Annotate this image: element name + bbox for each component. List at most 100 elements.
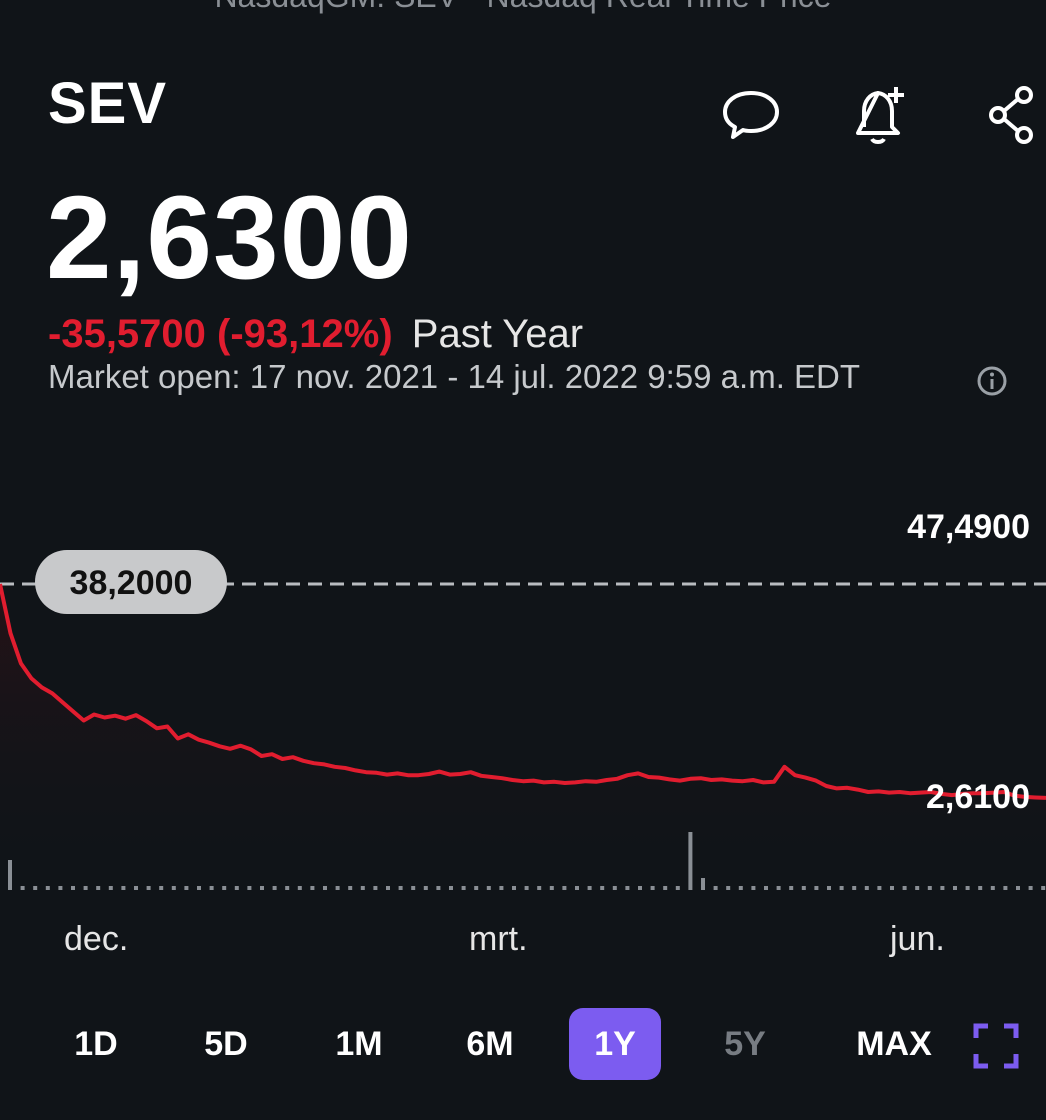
volume-bar xyxy=(675,886,680,890)
volume-bar xyxy=(562,886,567,890)
volume-bar xyxy=(297,886,302,890)
current-price: 2,6300 xyxy=(46,172,413,304)
volume-bar xyxy=(121,886,126,890)
add-alert-icon[interactable] xyxy=(846,80,916,150)
volume-bar xyxy=(222,886,227,890)
range-1m-button[interactable]: 1M xyxy=(335,1024,383,1063)
volume-bar xyxy=(285,886,290,890)
volume-bar xyxy=(335,886,340,890)
volume-bar xyxy=(423,886,428,890)
volume-bar xyxy=(272,886,277,890)
volume-bar xyxy=(726,886,731,890)
volume-bar xyxy=(701,878,705,890)
price-area xyxy=(0,584,1046,888)
volume-bar xyxy=(827,886,831,890)
price-line xyxy=(0,583,1046,800)
range-6m-button[interactable]: 6M xyxy=(466,1024,514,1063)
volume-bar xyxy=(247,886,252,890)
volume-bar xyxy=(688,832,693,890)
volume-bar xyxy=(197,886,201,890)
volume-bar xyxy=(20,886,25,890)
volume-bar xyxy=(927,886,932,890)
volume-bar xyxy=(764,886,768,890)
volume-bar xyxy=(45,886,50,890)
volume-bar xyxy=(184,886,189,890)
fullscreen-icon[interactable] xyxy=(972,1022,1020,1070)
volume-bar xyxy=(134,886,138,890)
range-max-button[interactable]: MAX xyxy=(856,1024,932,1063)
low-label: 2,6100 xyxy=(926,778,1030,816)
volume-bar xyxy=(398,886,403,890)
price-change: -35,5700 (-93,12%) xyxy=(48,312,393,356)
volume-bar xyxy=(789,886,794,890)
volume-bar xyxy=(436,886,441,890)
volume-bar xyxy=(310,886,315,890)
volume-bar xyxy=(512,886,516,890)
price-chart[interactable]: 47,4900 38,2000 2,6100 xyxy=(0,490,1046,900)
volume-bar xyxy=(663,886,668,890)
volume-bar xyxy=(33,886,38,890)
range-selector: 1D 5D 1M 6M 1Y 5Y MAX xyxy=(0,1008,1046,1082)
volume-bar xyxy=(260,886,264,890)
volume-bar xyxy=(449,886,453,890)
change-period: Past Year xyxy=(411,312,584,356)
range-5d-button[interactable]: 5D xyxy=(204,1024,248,1063)
volume-bar xyxy=(953,886,957,890)
volume-bar xyxy=(96,886,101,890)
volume-bar xyxy=(978,886,983,890)
volume-bar xyxy=(587,886,592,890)
range-1y-button[interactable]: 1Y xyxy=(569,1008,661,1080)
volume-bar xyxy=(461,886,466,890)
volume-bar xyxy=(1003,886,1008,890)
range-5y-button[interactable]: 5Y xyxy=(724,1024,766,1063)
volume-bar xyxy=(713,886,718,890)
change-row: -35,5700 (-93,12%) Past Year xyxy=(48,312,583,357)
volume-bar xyxy=(323,886,327,890)
volume-bar xyxy=(839,886,844,890)
x-label-mrt: mrt. xyxy=(469,920,528,958)
volume-bar xyxy=(650,886,655,890)
volume-bar xyxy=(890,886,894,890)
volume-bar xyxy=(738,886,743,890)
volume-bar xyxy=(499,886,504,890)
volume-bar xyxy=(83,886,88,890)
range-1d-button[interactable]: 1D xyxy=(74,1024,118,1063)
volume-bar xyxy=(902,886,907,890)
volume-bar xyxy=(8,860,12,890)
volume-bar xyxy=(612,886,617,890)
volume-bar xyxy=(814,886,819,890)
volume-bar xyxy=(575,886,579,890)
volume-bar xyxy=(1041,886,1046,890)
info-icon[interactable] xyxy=(975,364,1009,398)
start-value-label: 38,2000 xyxy=(70,564,193,602)
x-label-dec: dec. xyxy=(64,920,129,958)
volume-bar xyxy=(209,886,214,890)
volume-bar xyxy=(1016,886,1020,890)
high-label: 47,4900 xyxy=(907,508,1030,546)
volume-bar xyxy=(940,886,945,890)
comment-icon[interactable] xyxy=(716,80,786,150)
volume-bar xyxy=(159,886,164,890)
volume-bars xyxy=(8,832,1046,890)
volume-bar xyxy=(146,886,151,890)
volume-bar xyxy=(625,886,630,890)
volume-bar xyxy=(474,886,479,890)
start-value-badge: 38,2000 xyxy=(35,550,227,614)
volume-bar xyxy=(751,886,756,890)
volume-bar xyxy=(71,886,75,890)
volume-bar xyxy=(965,886,970,890)
volume-bar xyxy=(864,886,869,890)
x-label-jun: jun. xyxy=(890,920,945,958)
volume-bar xyxy=(171,886,176,890)
volume-bar xyxy=(58,886,63,890)
volume-bar xyxy=(801,886,806,890)
volume-bar xyxy=(638,886,642,890)
volume-bar xyxy=(852,886,857,890)
ticker-symbol: SEV xyxy=(48,71,168,136)
share-icon[interactable] xyxy=(976,80,1046,150)
volume-bar xyxy=(776,886,781,890)
volume-bar xyxy=(386,886,390,890)
volume-bar xyxy=(486,886,491,890)
volume-bar xyxy=(373,886,378,890)
volume-bar xyxy=(411,886,416,890)
